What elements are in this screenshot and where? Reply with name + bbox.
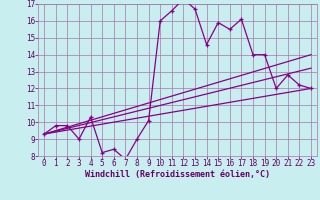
X-axis label: Windchill (Refroidissement éolien,°C): Windchill (Refroidissement éolien,°C)	[85, 170, 270, 179]
